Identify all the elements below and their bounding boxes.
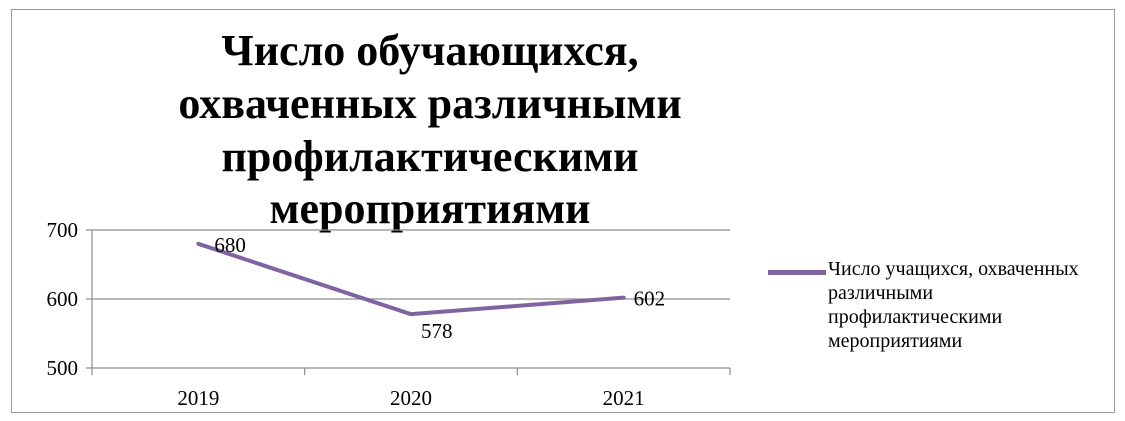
series-line bbox=[196, 241, 626, 317]
y-tick-label: 600 bbox=[47, 287, 79, 311]
data-label: 680 bbox=[214, 233, 246, 257]
chart-frame bbox=[11, 9, 1115, 413]
data-label: 578 bbox=[421, 319, 453, 343]
label-layer: 680 578 602 bbox=[214, 233, 665, 343]
x-tick-label: 2019 bbox=[177, 386, 219, 410]
y-tick-label: 700 bbox=[47, 218, 79, 242]
series-layer bbox=[196, 241, 626, 317]
x-tick-label: 2021 bbox=[603, 386, 645, 410]
legend-swatch bbox=[768, 270, 826, 275]
axes: 500 600 700 2019 2020 2021 bbox=[47, 218, 731, 410]
x-tick-label: 2020 bbox=[390, 386, 432, 410]
data-label: 602 bbox=[634, 287, 666, 311]
chart-title: Число обучающихся, охваченных различными… bbox=[178, 26, 682, 234]
y-tick-label: 500 bbox=[47, 356, 79, 380]
legend-label: Число учащихся, охваченных различными пр… bbox=[828, 258, 1079, 352]
